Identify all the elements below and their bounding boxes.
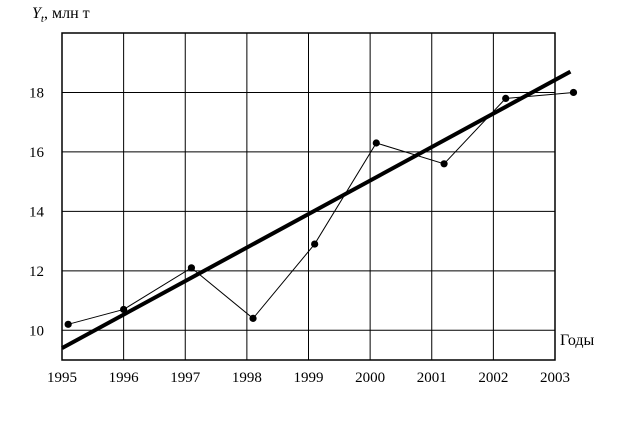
data-point [440,160,448,168]
y-axis-unit: , млн т [44,5,90,22]
y-tick-label: 14 [29,204,45,220]
trend-line [61,69,572,350]
y-tick-label: 18 [29,85,44,101]
data-point [187,264,196,272]
grid [62,33,555,360]
data-point [569,88,578,97]
y-tick-label: 10 [29,323,44,339]
data-point [311,240,319,248]
x-tick-label: 1997 [170,370,201,386]
y-axis-label: Yt, млн т [32,5,90,25]
y-tick-label: 16 [29,145,45,161]
x-tick-label: 1998 [232,370,262,386]
x-tick-label: 2003 [540,370,570,386]
y-tick-label: 12 [29,264,44,280]
y-axis-symbol: Y [32,5,43,22]
x-tick-label: 2001 [417,370,447,386]
x-axis-label: Годы [560,332,595,349]
data-point [502,94,510,102]
x-tick-labels: 1995 1996 1997 1998 1999 2000 2001 2002 2003 [47,370,570,386]
series-layer [61,69,578,350]
data-point [372,139,380,147]
data-point [249,314,257,322]
data-point [120,305,128,314]
x-tick-label: 1995 [47,370,77,386]
x-tick-label: 2002 [478,370,508,386]
x-tick-label: 1999 [294,370,324,386]
data-point [64,320,72,328]
x-tick-label: 2000 [355,370,385,386]
x-tick-label: 1996 [109,370,140,386]
y-tick-labels: 10 12 14 16 18 [29,85,45,339]
plot-frame [61,32,556,361]
y-axis-subscript: t [41,13,45,25]
